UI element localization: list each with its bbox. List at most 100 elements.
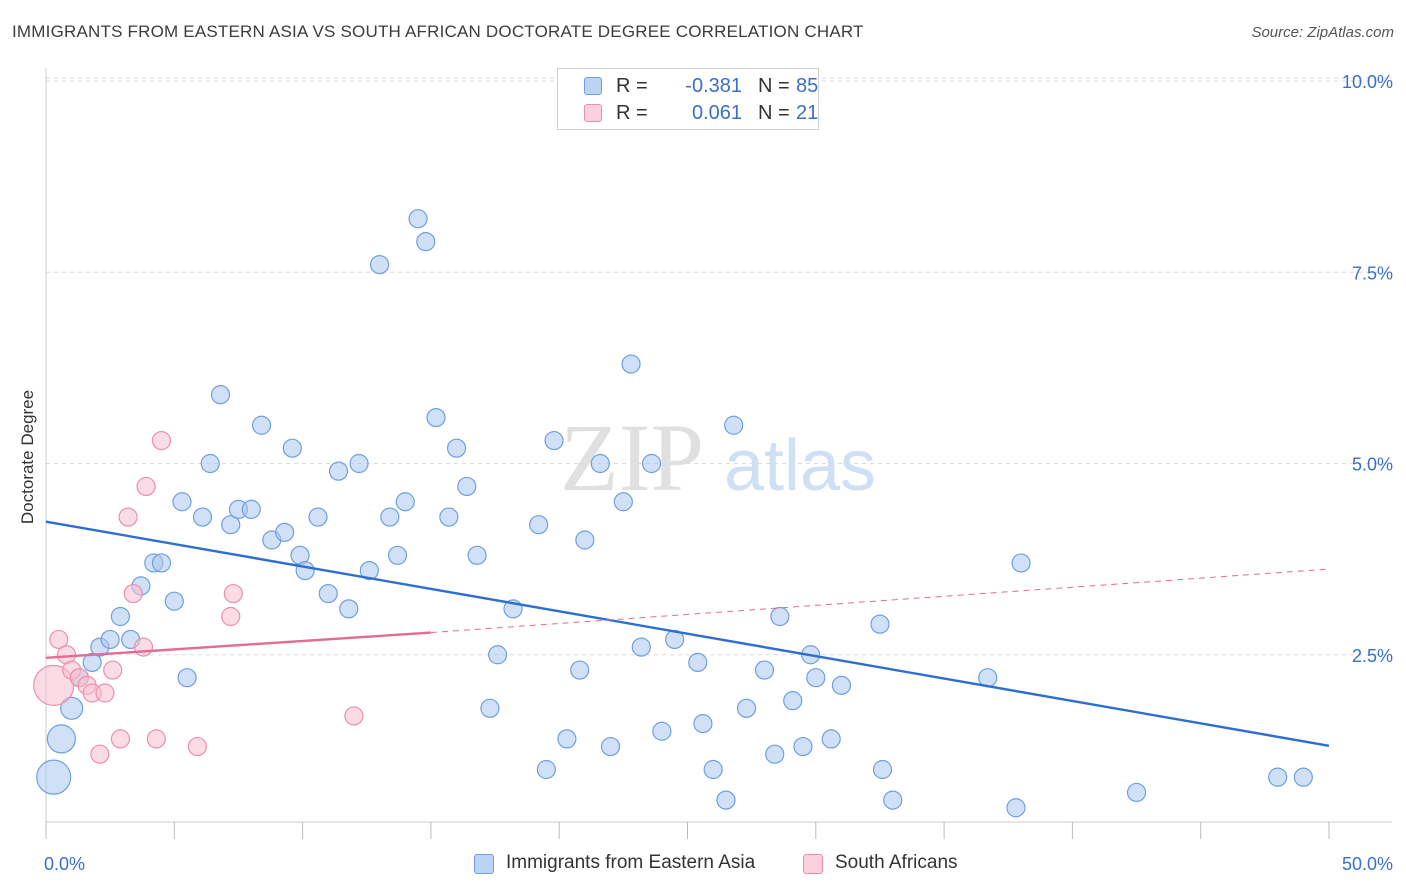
- eastern-asia-point: [380, 507, 400, 527]
- eastern-asia-point: [295, 560, 315, 581]
- eastern-asia-point: [172, 492, 192, 512]
- south-africans-point: [136, 476, 156, 497]
- r-value: -0.381: [685, 75, 742, 97]
- eastern-asia-point: [192, 507, 213, 527]
- eastern-asia-point: [716, 790, 736, 810]
- eastern-asia-point: [765, 744, 785, 764]
- eastern-asia-point: [544, 430, 564, 451]
- south-africans-point: [133, 637, 154, 657]
- eastern-asia-point: [693, 713, 713, 734]
- eastern-asia-point: [46, 724, 76, 754]
- eastern-asia-point: [806, 668, 826, 688]
- eastern-asia-point: [1126, 782, 1147, 803]
- x-tick-label: 50.0%: [1342, 854, 1393, 874]
- n-value: 85: [796, 75, 819, 97]
- eastern-asia-point: [1293, 767, 1313, 787]
- legend-label-south-africans: South Africans: [835, 852, 958, 873]
- eastern-asia-point: [688, 652, 708, 673]
- eastern-asia-point: [151, 553, 172, 573]
- legend-swatch-eastern-asia: [474, 854, 494, 874]
- eastern-asia-point: [60, 696, 84, 720]
- n-label: N =: [758, 102, 790, 124]
- eastern-asia-point: [251, 415, 272, 435]
- eastern-asia-point: [100, 629, 120, 650]
- eastern-asia-point: [529, 515, 549, 535]
- eastern-asia-point: [883, 790, 903, 810]
- eastern-asia-point: [570, 660, 590, 680]
- eastern-asia-point: [328, 461, 349, 481]
- eastern-asia-point: [408, 209, 428, 229]
- eastern-asia-point: [110, 606, 131, 627]
- eastern-asia-point: [831, 675, 852, 695]
- trend-line-south-africans-extrapolated: [430, 568, 1330, 634]
- eastern-asia-point: [395, 492, 415, 512]
- south-africans-point: [123, 583, 143, 604]
- eastern-asia-point: [575, 530, 595, 550]
- eastern-asia-point: [754, 660, 775, 680]
- trend-line-south-africans: [45, 631, 431, 660]
- eastern-asia-point: [703, 759, 723, 780]
- eastern-asia-point: [177, 668, 197, 688]
- eastern-asia-point: [339, 599, 359, 619]
- watermark-atlas: atlas: [724, 426, 876, 506]
- south-africans-point: [95, 683, 115, 703]
- eastern-asia-point: [36, 759, 72, 795]
- eastern-asia-point: [221, 515, 241, 535]
- eastern-asia-point: [480, 698, 500, 718]
- eastern-asia-point: [282, 438, 302, 458]
- axes: [45, 68, 1392, 839]
- eastern-asia-point: [82, 652, 102, 673]
- eastern-asia-point: [318, 583, 338, 604]
- south-africans-point: [187, 736, 207, 757]
- legend-label-eastern-asia: Immigrants from Eastern Asia: [506, 852, 756, 873]
- eastern-asia-point: [621, 354, 641, 374]
- eastern-asia-point: [793, 736, 813, 757]
- y-axis-label: Doctorate Degree: [18, 389, 37, 525]
- south-africans-point: [151, 430, 172, 451]
- eastern-asia-point: [164, 591, 184, 611]
- eastern-asia-point: [467, 545, 487, 565]
- legend-swatch-south-africans: [803, 854, 823, 874]
- r-label: R =: [616, 75, 648, 97]
- south-africans-point: [223, 583, 243, 604]
- eastern-asia-point: [631, 637, 651, 657]
- south-africans-point: [103, 660, 123, 680]
- chart-title: IMMIGRANTS FROM EASTERN ASIA VS SOUTH AF…: [12, 22, 864, 41]
- eastern-asia-point: [536, 759, 556, 780]
- eastern-asia-point: [349, 453, 369, 474]
- series-legend: Immigrants from Eastern Asia South Afric…: [0, 852, 1406, 878]
- watermark: ZIP atlas: [560, 404, 876, 511]
- eastern-asia-point: [1006, 798, 1026, 818]
- eastern-asia-point: [457, 476, 477, 497]
- eastern-asia-point: [652, 721, 672, 741]
- south-africans-point: [344, 706, 364, 726]
- tick-labels: 2.5% 5.0% 7.5% 10.0% 0.0% 50.0%: [44, 72, 1393, 874]
- r-value: 0.061: [691, 102, 742, 124]
- eastern-asia-point: [426, 408, 446, 428]
- n-label: N =: [758, 75, 790, 97]
- eastern-asia-point: [872, 759, 893, 780]
- eastern-asia-point: [416, 232, 436, 252]
- eastern-asia-point: [446, 438, 467, 458]
- y-tick-label: 5.0%: [1352, 455, 1393, 475]
- eastern-asia-point: [1268, 767, 1288, 787]
- eastern-asia-point: [488, 645, 508, 665]
- trend-lines: [45, 520, 1330, 747]
- x-tick-label: 0.0%: [44, 854, 85, 874]
- watermark-zip: ZIP: [560, 404, 704, 511]
- grid-lines: [46, 77, 1392, 656]
- south-africans-point: [49, 629, 69, 650]
- eastern-asia-point: [1011, 553, 1031, 573]
- eastern-asia-point: [641, 453, 662, 474]
- south-africans-point: [118, 507, 138, 527]
- eastern-asia-point: [241, 499, 261, 519]
- swatch-south-africans: [584, 104, 602, 122]
- eastern-asia-point: [821, 729, 841, 749]
- eastern-asia-point: [200, 453, 220, 474]
- eastern-asia-point: [369, 255, 390, 275]
- eastern-asia-point: [724, 415, 744, 435]
- series-south-africans-points: [33, 430, 364, 764]
- eastern-asia-point: [308, 507, 328, 527]
- y-tick-label: 7.5%: [1352, 263, 1393, 283]
- series-eastern-asia-points: [36, 209, 1313, 818]
